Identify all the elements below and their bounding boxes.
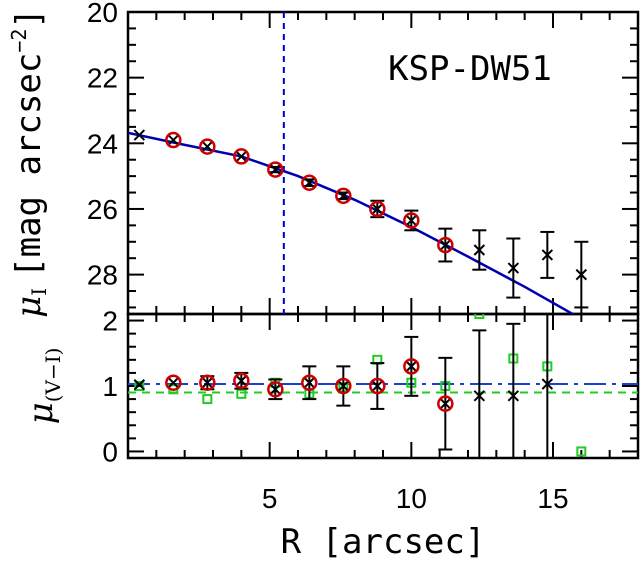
top-y-axis-label: μI [mag arcsec−2]	[7, 8, 51, 318]
subscript-v-minus-i: (V−I)	[41, 348, 65, 403]
top-x-marker	[167, 134, 180, 146]
top-circle-marker	[233, 148, 250, 165]
bottom-square-marker	[474, 314, 485, 319]
top-y-tick-label: 22	[87, 63, 118, 94]
bottom-y-tick-labels: 0 1 2	[102, 306, 118, 468]
bottom-y-tick-label: 0	[102, 436, 118, 467]
top-panel-data	[128, 12, 589, 314]
bottom-circle-marker	[335, 377, 352, 395]
top-x-marker	[337, 190, 350, 202]
x-tick-label: 10	[396, 483, 427, 514]
top-x-marker	[405, 214, 418, 227]
bottom-x-marker	[133, 378, 146, 391]
top-x-marker	[473, 244, 486, 256]
top-y-tick-label: 28	[87, 260, 118, 291]
svg-text:μI[mag arcsec−2]: μI [mag arcsec−2]	[7, 8, 51, 318]
bottom-square-marker	[576, 446, 587, 457]
bottom-square-marker	[134, 381, 145, 391]
top-circle-marker	[369, 200, 386, 218]
top-x-marker	[269, 163, 282, 176]
superscript-minus2: −2	[7, 29, 31, 53]
top-circle-marker	[437, 236, 454, 254]
bottom-panel-ticks	[128, 314, 638, 458]
bottom-circle-marker	[165, 374, 182, 391]
bottom-x-marker	[303, 377, 316, 389]
bottom-panel-data	[128, 314, 638, 458]
top-x-marker	[201, 140, 214, 153]
bottom-y-tick-label: 2	[102, 306, 118, 337]
top-circle-marker	[165, 131, 182, 149]
bottom-circle-marker	[437, 395, 454, 412]
top-x-marker	[235, 150, 248, 163]
x-tick-label: 5	[262, 483, 278, 514]
units-text: [mag arcsec	[9, 53, 49, 278]
bottom-y-axis-label: μ(V−I)	[21, 348, 65, 425]
top-panel-ticks	[128, 11, 638, 314]
chart-title: KSP-DW51	[388, 49, 552, 89]
x-axis-label: R [arcsec]	[281, 522, 486, 562]
top-x-marker	[541, 249, 554, 261]
top-x-marker	[575, 268, 588, 281]
bottom-x-marker	[371, 380, 384, 392]
bottom-x-marker	[439, 397, 452, 410]
top-circle-marker	[335, 187, 352, 205]
top-y-tick-label: 24	[87, 128, 118, 159]
bottom-circle-marker	[301, 374, 318, 391]
top-x-marker	[133, 129, 146, 141]
subscript-i: I	[27, 288, 51, 296]
bottom-square-marker	[202, 394, 213, 405]
top-x-marker	[439, 239, 452, 251]
top-y-tick-label: 20	[87, 0, 118, 28]
top-panel-frame	[126, 10, 640, 316]
bottom-x-marker	[269, 383, 282, 395]
x-tick-label: 15	[537, 483, 568, 514]
bottom-x-marker	[167, 377, 180, 389]
bottom-circle-marker	[199, 374, 216, 391]
bottom-x-marker	[473, 390, 486, 402]
bottom-x-marker	[507, 390, 520, 402]
top-x-marker	[303, 176, 316, 189]
top-circle-marker	[301, 174, 318, 191]
bottom-square-marker	[236, 388, 247, 399]
bottom-circle-marker	[233, 372, 250, 390]
bottom-x-marker	[201, 377, 214, 389]
bottom-circle-marker	[403, 358, 420, 375]
top-circle-marker	[199, 138, 216, 155]
units-close: ]	[9, 8, 49, 28]
top-x-marker	[371, 203, 384, 215]
top-y-tick-label: 26	[87, 194, 118, 225]
bottom-x-marker	[405, 360, 418, 373]
svg-text:μ(V−I): μ(V−I)	[21, 348, 65, 425]
bottom-y-tick-label: 1	[102, 371, 118, 402]
bottom-circle-marker	[369, 377, 386, 395]
mu-symbol-color: μ	[21, 402, 61, 424]
bottom-x-marker	[337, 380, 350, 392]
top-x-marker	[507, 262, 520, 274]
mu-symbol: μ	[9, 296, 49, 318]
bottom-circle-marker	[267, 381, 284, 398]
top-circle-marker	[267, 161, 284, 178]
top-circle-marker	[403, 212, 420, 229]
top-y-tick-labels: 20 22 24 26 28	[87, 0, 118, 291]
x-tick-labels: 5 10 15	[262, 483, 569, 514]
bottom-x-marker	[235, 375, 248, 387]
bottom-x-marker	[541, 378, 554, 390]
sersic-fit-line	[128, 131, 576, 314]
